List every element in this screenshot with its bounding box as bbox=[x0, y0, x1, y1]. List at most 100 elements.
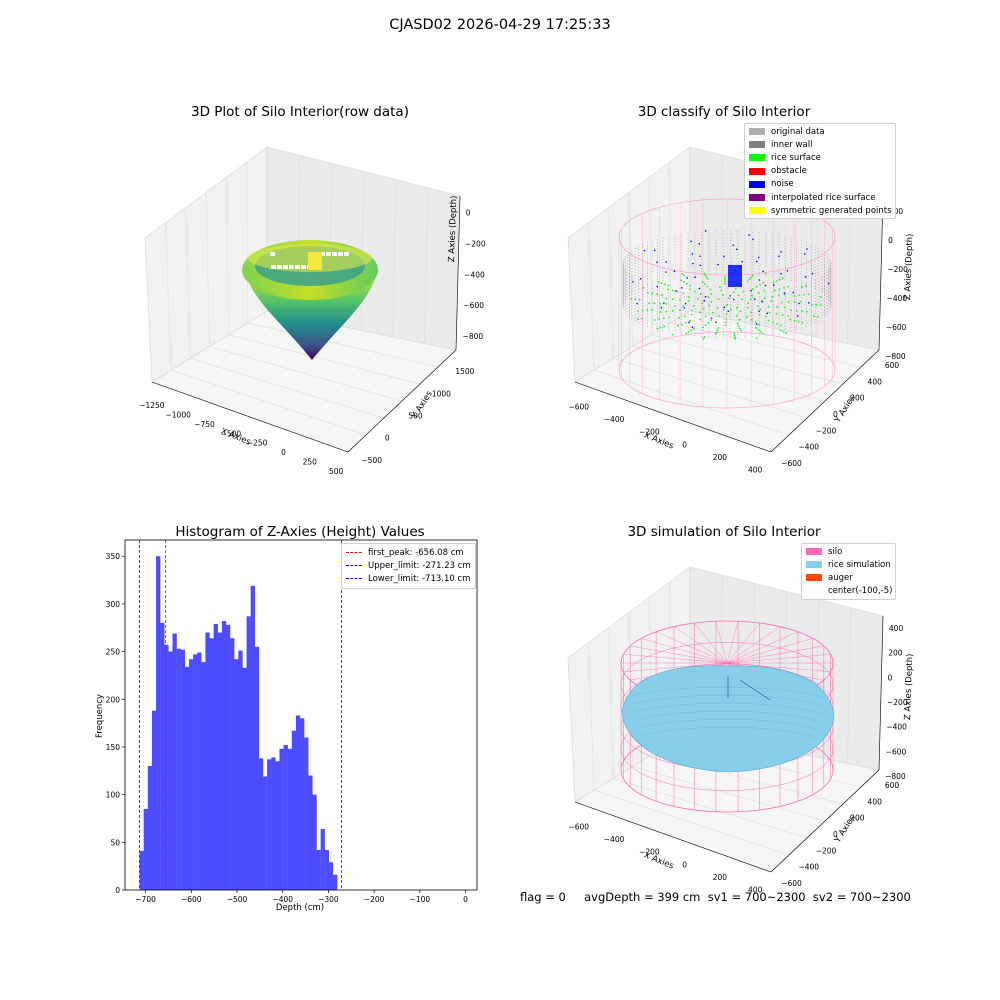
classify-rice-point bbox=[706, 285, 709, 288]
classify-grid-line bbox=[669, 162, 672, 323]
classify-rice-point bbox=[745, 315, 748, 318]
classify-rice-point bbox=[671, 289, 674, 292]
classify-noise-point bbox=[715, 321, 717, 324]
classify-rice-point bbox=[671, 310, 674, 312]
classify-rice-point bbox=[733, 334, 736, 337]
raw-y-axis bbox=[347, 349, 457, 453]
legend-item-original-data: original data bbox=[745, 125, 895, 138]
classify-rice-point bbox=[772, 321, 774, 324]
classify-rice-point bbox=[679, 309, 681, 312]
classify-z-tick: −200 bbox=[887, 265, 908, 274]
y-tick-label: 150 bbox=[106, 743, 121, 752]
classify-rice-point bbox=[716, 307, 719, 310]
legend-label: interpolated rice surface bbox=[771, 192, 876, 203]
classify-rice-point bbox=[807, 293, 810, 296]
classify-rice-point bbox=[801, 286, 803, 288]
classify-rice-point bbox=[719, 286, 721, 289]
simulation-x-axis bbox=[574, 801, 772, 873]
classify-rice-point bbox=[765, 315, 768, 318]
simulation-silo-spoke bbox=[655, 631, 728, 664]
classify-rice-point bbox=[703, 283, 706, 286]
classify-noise-point bbox=[684, 302, 687, 305]
classify-rice-point bbox=[750, 318, 753, 321]
classify-rice-point bbox=[699, 318, 702, 321]
classify-rice-point bbox=[749, 298, 752, 301]
histogram-title: Histogram of Z-Axies (Height) Values bbox=[175, 524, 425, 540]
classify-rice-point bbox=[656, 327, 659, 330]
raw-grid-line bbox=[247, 322, 439, 368]
simulation-z-tick: 400 bbox=[889, 624, 904, 633]
histogram-bar bbox=[267, 759, 272, 890]
classify-noise-point bbox=[772, 284, 775, 286]
classify-noise-point bbox=[766, 312, 769, 315]
classify-rice-point bbox=[665, 302, 668, 305]
raw-grid-line bbox=[190, 358, 385, 419]
legend-item-inner-wall: inner wall bbox=[745, 138, 895, 151]
classify-rice-point bbox=[755, 337, 758, 339]
simulation-y-tick: −200 bbox=[816, 846, 837, 855]
classify-noise-point bbox=[778, 255, 780, 258]
histogram-bar bbox=[225, 624, 231, 890]
histogram-bar bbox=[164, 644, 169, 890]
classify-rice-point bbox=[778, 288, 781, 290]
classify-rice-point bbox=[755, 327, 758, 329]
histogram-bar bbox=[291, 730, 297, 890]
simulation-silo-spoke bbox=[641, 638, 728, 664]
simulation-y-tick: −600 bbox=[781, 879, 802, 888]
histogram-bar bbox=[283, 745, 288, 890]
classify-rice-point bbox=[704, 274, 707, 277]
classify-rice-point bbox=[798, 294, 801, 297]
raw-x-tick: −500 bbox=[221, 429, 242, 438]
classify-rice-point bbox=[734, 337, 736, 340]
legend-label: symmetric generated points bbox=[771, 205, 892, 216]
histogram-bar bbox=[184, 666, 190, 890]
x-tick-label: −100 bbox=[410, 895, 431, 904]
classify-rice-point bbox=[665, 297, 668, 300]
y-tick-label: 200 bbox=[106, 695, 121, 704]
simulation-grid-line bbox=[594, 789, 790, 856]
classify-rice-point bbox=[690, 313, 693, 316]
classify-rice-point bbox=[770, 300, 773, 303]
classify-rice-point bbox=[723, 278, 726, 281]
legend-item-noise: noise bbox=[745, 178, 895, 191]
histogram-bar bbox=[332, 874, 338, 890]
legend-label: silo bbox=[828, 546, 843, 557]
classify-noise-point bbox=[798, 302, 800, 305]
classify-rice-point bbox=[723, 280, 726, 283]
legend-item-3: center(-100,-5) bbox=[802, 585, 895, 598]
classify-rice-point bbox=[747, 302, 750, 305]
classify-noise-point bbox=[699, 255, 701, 257]
classify-rice-point bbox=[683, 315, 686, 318]
classify-rice-point bbox=[702, 307, 705, 310]
simulation-silo-spoke bbox=[726, 621, 739, 664]
classify-rice-point bbox=[710, 319, 713, 321]
histogram-bar bbox=[151, 710, 157, 890]
classify-noise-point bbox=[690, 240, 692, 243]
classify-noise-point bbox=[656, 261, 658, 264]
classify-rice-point bbox=[759, 330, 762, 333]
classify-rice-point bbox=[685, 332, 688, 335]
x-tick-label: −700 bbox=[135, 895, 156, 904]
classify-rice-point bbox=[722, 308, 725, 311]
legend-item-vline: Upper_limit: -271.23 cm bbox=[342, 559, 475, 572]
raw-grid-line bbox=[246, 162, 249, 323]
classify-rice-point bbox=[704, 315, 707, 318]
classify-rice-point bbox=[663, 283, 666, 286]
classify-rice-point bbox=[751, 274, 754, 277]
classify-noise-point bbox=[683, 307, 686, 309]
classify-noise-point bbox=[673, 270, 676, 273]
histogram-bar bbox=[197, 652, 202, 890]
classify-rice-point bbox=[773, 289, 776, 292]
classify-rice-point bbox=[717, 298, 720, 301]
simulation-x-tick: 400 bbox=[748, 886, 763, 895]
legend-line-sample bbox=[346, 552, 362, 554]
classify-rice-point bbox=[754, 321, 757, 324]
classify-rice-point bbox=[793, 295, 796, 297]
histogram-bar bbox=[143, 808, 149, 890]
histogram-bar bbox=[246, 616, 251, 890]
classify-y-tick: 400 bbox=[868, 377, 883, 386]
classify-rice-point bbox=[746, 280, 749, 283]
classify-noise-point bbox=[653, 249, 656, 252]
simulation-legend: silo rice simulation auger center(-100,-5) bbox=[801, 543, 896, 600]
classify-rice-point bbox=[734, 287, 737, 290]
